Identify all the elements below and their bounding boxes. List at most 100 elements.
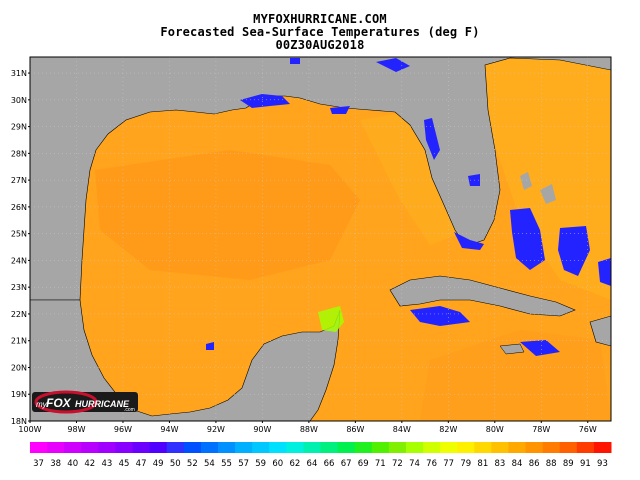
latitude-label: 22N xyxy=(11,310,27,319)
bahamas-bank-cool-2 xyxy=(558,226,590,276)
coastal-cool-bigbend xyxy=(424,118,440,160)
yucatan-cool-patch xyxy=(318,306,344,332)
colorbar-label: 86 xyxy=(529,459,540,469)
colorbar-label: 45 xyxy=(119,459,130,469)
colorbar-cell xyxy=(371,442,390,453)
colorbar-label: 50 xyxy=(170,459,181,469)
colorbar-cell xyxy=(491,442,509,453)
longitude-label: 80W xyxy=(486,425,504,434)
colorbar-label: 88 xyxy=(546,459,557,469)
colorbar-label: 49 xyxy=(153,459,164,469)
longitude-label: 76W xyxy=(579,425,597,434)
colorbar-label: 47 xyxy=(136,459,147,469)
colorbar-label: 57 xyxy=(238,459,249,469)
longitude-label: 86W xyxy=(346,425,364,434)
colorbar-label: 89 xyxy=(563,459,574,469)
longitude-label: 98W xyxy=(67,425,85,434)
colorbar-cell xyxy=(354,442,373,453)
colorbar-label: 72 xyxy=(392,459,403,469)
bahamas-land xyxy=(520,172,532,190)
bahamas-bank-cool xyxy=(510,208,545,270)
latitude-label: 18N xyxy=(11,417,27,426)
colorbar-cell xyxy=(269,442,287,453)
warm-core-patch xyxy=(95,150,360,280)
longitude-label: 100W xyxy=(18,425,41,434)
longitude-label: 82W xyxy=(439,425,457,434)
colorbar-label: 67 xyxy=(341,459,352,469)
myfoxhurricane-logo: my FOX HURRICANE .com xyxy=(32,390,138,414)
colorbar-label: 79 xyxy=(460,459,471,469)
colorbar-cell xyxy=(235,442,253,453)
hispaniola-land xyxy=(589,315,611,347)
colorbar-label: 74 xyxy=(409,459,420,469)
colorbar-cell xyxy=(303,442,321,453)
colorbar-cell xyxy=(542,442,561,453)
latitude-label: 23N xyxy=(11,283,27,292)
latitude-label: 30N xyxy=(11,96,27,105)
latitude-label: 31N xyxy=(11,69,27,78)
colorbar-cell xyxy=(457,442,475,453)
colorbar-cell xyxy=(388,442,407,453)
colorbar-label: 60 xyxy=(272,459,283,469)
colorbar-cell xyxy=(217,442,236,453)
colorbar-cell xyxy=(320,442,339,453)
colorbar-cell xyxy=(508,442,527,453)
colorbar-label: 55 xyxy=(221,459,232,469)
latitude-label: 24N xyxy=(11,256,27,265)
latitude-label: 20N xyxy=(11,363,27,372)
colorbar-cell xyxy=(593,442,612,453)
caribbean-warm-patch xyxy=(420,330,611,421)
colorbar-label: 64 xyxy=(307,459,318,469)
coastal-cool-louisiana xyxy=(240,94,290,108)
colorbar-cell xyxy=(47,442,65,453)
colorbar-cell xyxy=(576,442,595,453)
colorbar-cell xyxy=(115,442,134,453)
colorbar-cell xyxy=(252,442,270,453)
colorbar-cell xyxy=(423,442,441,453)
colorbar-cell xyxy=(81,442,99,453)
longitude-label: 84W xyxy=(393,425,411,434)
longitude-label: 90W xyxy=(253,425,271,434)
mexico-land xyxy=(30,299,341,421)
inland-lake xyxy=(290,58,300,64)
site-title: MYFOXHURRICANE.COM xyxy=(253,12,387,26)
colorbar-label: 43 xyxy=(101,459,112,469)
longitude-label: 78W xyxy=(532,425,550,434)
colorbar-label: 77 xyxy=(443,459,454,469)
colorbar-label: 54 xyxy=(204,459,215,469)
latitude-label: 25N xyxy=(11,230,27,239)
colorbar-label: 42 xyxy=(84,459,95,469)
svg-text:HURRICANE: HURRICANE xyxy=(75,399,130,409)
temperature-colorbar: 37 38 40 42 43 45 47 49 50 52 54 55 57 59 60 62 64 66 67 69… xyxy=(30,442,612,469)
colorbar-cell xyxy=(98,442,116,453)
colorbar-cell xyxy=(286,442,304,453)
colorbar-label: 93 xyxy=(597,459,608,469)
colorbar-cell xyxy=(132,442,151,453)
colorbar-label: 84 xyxy=(512,459,523,469)
map-frame xyxy=(29,56,612,422)
colorbar-cell xyxy=(64,442,82,453)
latitude-label: 29N xyxy=(11,123,27,132)
colorbar-cell xyxy=(183,442,202,453)
colorbar-label: 37 xyxy=(33,459,44,469)
colorbar-label: 52 xyxy=(187,459,198,469)
colorbar-label: 71 xyxy=(375,459,386,469)
colorbar-label: 76 xyxy=(426,459,437,469)
colorbar-label: 66 xyxy=(324,459,335,469)
colorbar-label: 81 xyxy=(477,459,488,469)
latitude-label: 21N xyxy=(11,337,27,346)
svg-text:FOX: FOX xyxy=(46,396,72,410)
product-title: Forecasted Sea-Surface Temperatures (deg… xyxy=(160,25,480,39)
longitude-label: 92W xyxy=(207,425,225,434)
cuba-land xyxy=(389,275,576,317)
colorbar-cell xyxy=(525,442,544,453)
svg-text:my: my xyxy=(36,400,48,409)
colorbar-cell xyxy=(149,442,168,453)
coastal-cool-keys xyxy=(454,232,484,250)
colorbar-cell xyxy=(166,442,185,453)
colorbar-cell xyxy=(30,442,48,453)
colorbar-label: 38 xyxy=(50,459,61,469)
colorbar-cell xyxy=(440,442,458,453)
colorbar-label: 91 xyxy=(580,459,591,469)
